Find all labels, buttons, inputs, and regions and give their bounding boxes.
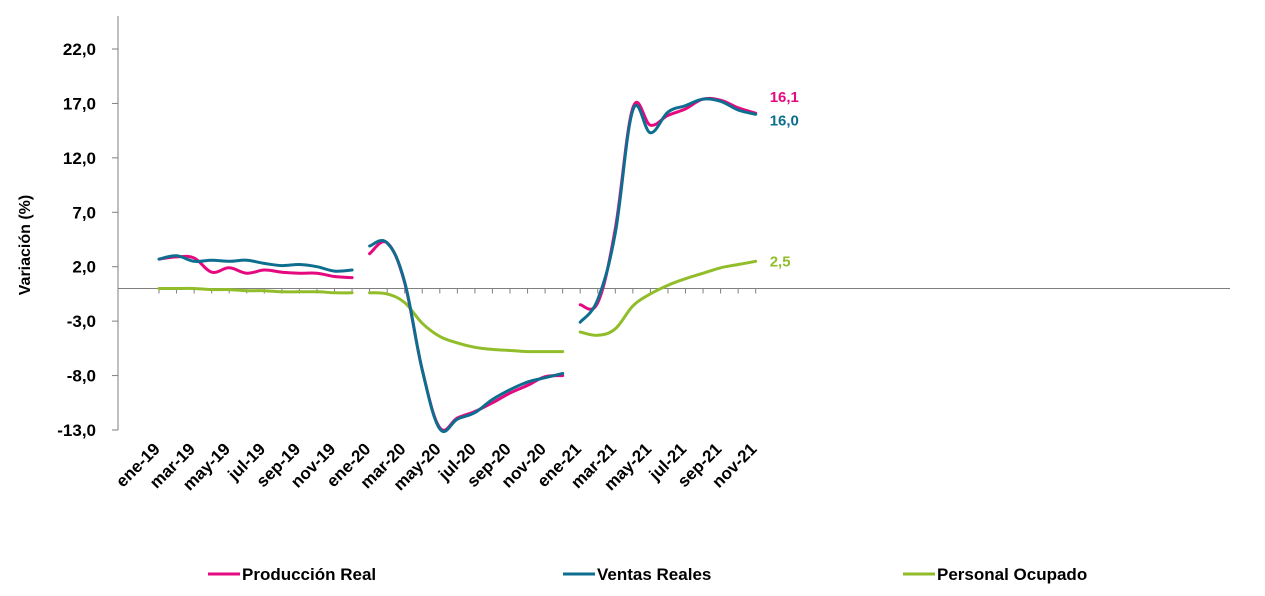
y-tick-label: -3,0 [67,312,96,331]
end-label-personal-ocupado: 2,5 [770,253,791,270]
end-label-ventas-reales: 16,0 [770,112,799,129]
series-line-personal-ocupado-2021 [578,259,758,337]
y-tick-label: 22,0 [63,40,96,59]
legend-label-produccion-real: Producción Real [242,565,376,584]
y-tick-label: -8,0 [67,367,96,386]
end-label-produccion-real: 16,1 [770,89,799,106]
series-line-personal-ocupado-2020 [368,291,565,354]
y-axis-title: Variación (%) [17,195,34,295]
series-line-ventas-reales-2019 [157,254,354,273]
series-line-produccion-real-2019 [157,254,354,280]
y-tick-label: 2,0 [72,258,96,277]
legend-label-ventas-reales: Ventas Reales [597,565,711,584]
axes: 22,0 17,0 12,0 7,0 2,0 -3,0 -8,0 -13,0 Variación… [17,16,1230,494]
series-line-produccion-real-2020 [368,240,565,432]
series-line-personal-ocupado-2019 [157,286,354,295]
legend: Producción Real Ventas Reales Personal Ocu… [208,565,1087,584]
legend-label-personal-ocupado: Personal Ocupado [937,565,1087,584]
y-tick-label: -13,0 [57,421,96,440]
y-tick-label: 7,0 [72,203,96,222]
y-tick-label: 12,0 [63,149,96,168]
series-lines [157,96,758,433]
data-labels: 16,1 16,0 2,5 [770,89,799,270]
series-line-ventas-reales-2020 [368,238,565,433]
y-tick-label: 17,0 [63,94,96,113]
series-line-ventas-reales-2021 [578,97,758,324]
